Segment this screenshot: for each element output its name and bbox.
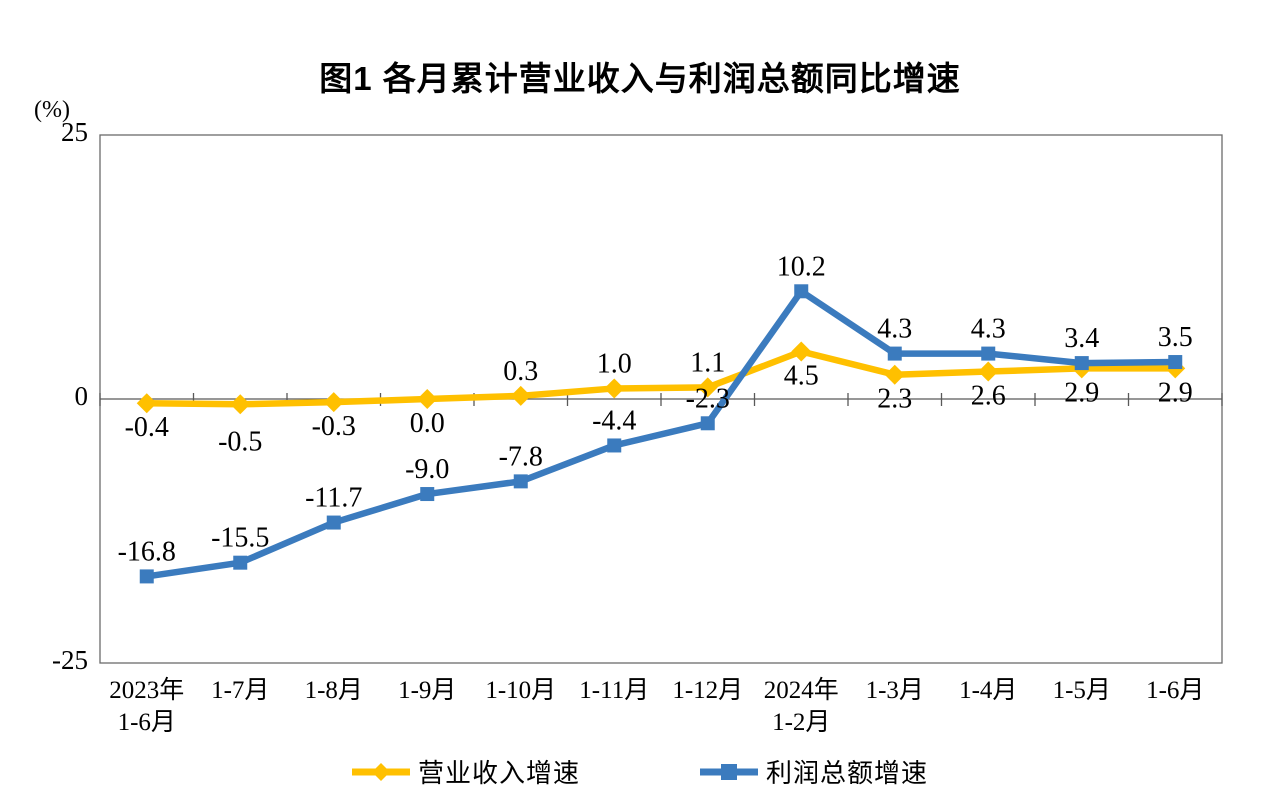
revenue-series-swatch-icon — [351, 762, 410, 781]
revenue-series-marker — [978, 361, 999, 382]
x-axis-label: 1-4月 — [959, 677, 1017, 704]
profit-data-label: -11.7 — [305, 483, 362, 514]
revenue-series-marker — [417, 389, 438, 409]
profit-series-marker — [139, 569, 154, 584]
x-axis-label: 1-8月 — [305, 677, 363, 704]
legend-item-profit: 利润总额增速 — [700, 753, 928, 790]
x-axis-label: 1-2月 — [772, 709, 830, 736]
profit-series-line — [146, 288, 1176, 580]
revenue-data-label: -0.4 — [125, 412, 169, 443]
revenue-data-label: 0.3 — [503, 356, 538, 387]
profit-series-marker — [326, 515, 341, 530]
x-axis-label: 2023年 — [109, 676, 184, 704]
revenue-data-label: 1.1 — [690, 347, 725, 378]
y-axis-tick-label: 25 — [61, 117, 88, 147]
profit-data-label: -15.5 — [211, 523, 269, 554]
x-axis-label: 1-11月 — [579, 677, 649, 704]
profit-data-label: -7.8 — [499, 441, 543, 472]
profit-data-label: 3.5 — [1158, 322, 1193, 353]
revenue-data-label: 0.0 — [410, 408, 445, 439]
revenue-data-label: -0.3 — [312, 411, 356, 442]
profit-series-swatch-icon — [700, 763, 758, 780]
x-axis-label: 1-6月 — [1146, 677, 1204, 704]
profit-series-marker — [1168, 355, 1183, 370]
x-axis-label: 2024年 — [764, 676, 839, 704]
profit-series-marker — [1074, 356, 1089, 371]
x-axis-label: 1-7月 — [211, 677, 269, 704]
x-axis-label: 1-5月 — [1053, 677, 1111, 704]
revenue-series-marker — [230, 394, 251, 415]
revenue-series-marker — [791, 341, 812, 362]
profit-series-marker — [887, 346, 902, 361]
revenue-data-label: -0.5 — [218, 426, 262, 457]
revenue-data-label: 1.0 — [597, 348, 632, 379]
x-axis-label: 1-9月 — [398, 677, 456, 704]
profit-data-label: -4.4 — [592, 405, 636, 436]
y-axis-tick-label: -25 — [52, 645, 88, 675]
x-axis-label: 1-12月 — [672, 677, 743, 704]
revenue-series-marker — [884, 364, 905, 385]
profit-series-marker — [513, 474, 528, 489]
profit-data-label: 3.4 — [1064, 323, 1099, 354]
profit-data-label: -9.0 — [405, 454, 449, 485]
legend-label-profit: 利润总额增速 — [766, 759, 929, 788]
profit-data-label: 4.3 — [971, 314, 1006, 345]
profit-series-marker — [794, 284, 809, 299]
profit-series-marker — [420, 487, 435, 502]
legend-label-revenue: 营业收入增速 — [417, 759, 580, 788]
y-axis-unit-label: (%) — [34, 97, 70, 123]
revenue-series-marker — [697, 377, 718, 398]
revenue-data-label: 2.9 — [1158, 377, 1193, 408]
profit-data-label: 4.3 — [877, 314, 912, 345]
revenue-data-label: 2.9 — [1064, 377, 1099, 408]
x-axis-label: 1-10月 — [485, 677, 556, 704]
x-axis-label: 1-6月 — [118, 709, 176, 736]
profit-series-marker — [233, 555, 248, 570]
chart-title: 图1 各月累计营业收入与利润总额同比增速 — [319, 60, 961, 97]
revenue-series-marker — [323, 392, 344, 413]
profit-series-marker — [607, 438, 622, 453]
x-axis-label: 1-3月 — [866, 677, 924, 704]
revenue-data-label: 2.6 — [971, 381, 1006, 412]
legend-item-revenue: 营业收入增速 — [351, 753, 580, 790]
revenue-data-label: 4.5 — [784, 360, 819, 391]
y-axis-tick-label: 0 — [75, 381, 89, 411]
revenue-data-label: 2.3 — [877, 384, 912, 415]
profit-data-label: -16.8 — [118, 536, 176, 567]
revenue-series-marker — [604, 378, 625, 399]
revenue-series-line — [146, 348, 1176, 408]
profit-series-marker — [700, 416, 715, 431]
profit-data-label: -2.3 — [686, 383, 730, 414]
profit-data-label: 10.2 — [777, 251, 826, 282]
legend: 营业收入增速 利润总额增速 — [0, 753, 1280, 790]
revenue-series-marker — [136, 393, 157, 414]
revenue-series-marker — [510, 385, 531, 406]
profit-series-marker — [981, 346, 996, 361]
